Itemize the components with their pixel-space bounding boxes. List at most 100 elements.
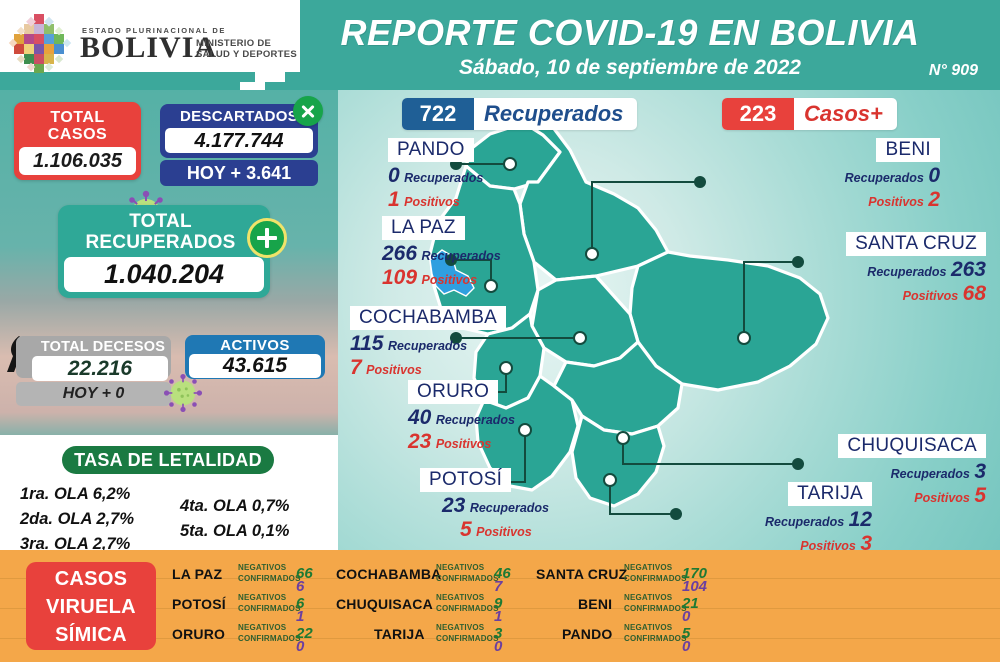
dept-recuperados-value: 23: [442, 494, 466, 517]
dept-recuperados-value: 0: [388, 164, 400, 187]
viruela-confirmados-value: 0: [682, 638, 691, 655]
total-decesos-value: 22.216: [32, 356, 168, 381]
dept-recuperados-label: Recuperados: [421, 249, 501, 263]
dept-label-potosi: POTOSÍ 23 Recuperados 5 Positivos: [420, 468, 549, 543]
dept-row-recuperados: 266 Recuperados: [382, 243, 501, 267]
total-recuperados-label-line1: TOTAL: [129, 211, 192, 232]
left-stats-panel: TOTAL CASOS 1.106.035: [0, 90, 338, 640]
dept-row-positivos: 5 Positivos: [442, 519, 549, 543]
dept-name: SANTA CRUZ: [846, 232, 986, 256]
viruela-negativos-value: 6: [296, 595, 305, 612]
dept-positivos-value: 5: [974, 484, 986, 507]
dept-recuperados-label: Recuperados: [469, 501, 550, 515]
viruela-confirmados-value: 7: [494, 578, 503, 595]
dept-recuperados-label: Recuperados: [764, 515, 845, 529]
viruela-title-line1: CASOS: [54, 568, 128, 590]
dept-name: TARIJA: [788, 482, 872, 506]
dept-row-recuperados: 40 Recuperados: [408, 407, 515, 431]
descartados-value: 4.177.744: [164, 127, 314, 154]
dept-label-pando: PANDO 0 Recuperados 1 Positivos: [388, 138, 483, 213]
dept-recuperados-value: 3: [974, 460, 986, 483]
viruela-confirmados-label: CONFIRMADOS: [238, 634, 301, 643]
dept-positivos-label: Positivos: [404, 195, 460, 209]
dept-positivos-label: Positivos: [366, 363, 422, 377]
viruela-title-line2: VIRUELA: [46, 596, 136, 618]
total-casos-card: TOTAL CASOS 1.106.035: [14, 102, 141, 180]
virus-icon-activos: [160, 370, 206, 416]
dept-row-recuperados: 115 Recuperados: [350, 333, 506, 357]
banner-casos: 223 Casos+: [722, 98, 897, 130]
ola-item: 5ta. OLA 0,1%: [180, 522, 290, 540]
viruela-confirmados-value: 1: [296, 608, 305, 625]
dept-row-recuperados: Recuperados 0: [710, 165, 940, 189]
viruela-negativos-label: NEGATIVOS: [238, 593, 287, 602]
activos-card: ACTIVOS 43.615: [185, 335, 325, 379]
header-step-1: [270, 60, 300, 72]
viruela-dept-name: COCHABAMBA: [336, 566, 442, 582]
state-line: ESTADO PLURINACIONAL DE: [82, 26, 227, 35]
letalidad-right-column: 4ta. OLA 0,7% 5ta. OLA 0,1%: [180, 494, 289, 544]
viruela-confirmados-label: CONFIRMADOS: [238, 574, 301, 583]
dept-row-recuperados: 23 Recuperados: [442, 495, 549, 519]
dept-row-positivos: Positivos 68: [750, 283, 986, 307]
dept-name: PANDO: [388, 138, 474, 162]
dept-positivos-value: 68: [962, 282, 986, 305]
viruela-negativos-label: NEGATIVOS: [436, 593, 485, 602]
ola-item: 1ra. OLA 6,2%: [20, 485, 131, 503]
country-name: BOLIVIA: [80, 31, 218, 64]
dept-row-positivos: 23 Positivos: [408, 431, 515, 455]
dept-recuperados-label: Recuperados: [435, 413, 516, 427]
viruela-confirmados-value: 0: [494, 638, 503, 655]
dept-recuperados-value: 266: [382, 242, 418, 265]
tasa-letalidad-title: TASA DE LETALIDAD: [62, 446, 274, 474]
dept-positivos-value: 3: [860, 532, 872, 555]
dept-row-recuperados: Recuperados 3: [742, 461, 986, 485]
viruela-dept-name: SANTA CRUZ: [536, 566, 628, 582]
descartados-card: DESCARTADOS 4.177.744: [160, 104, 318, 158]
viruela-dept-name: TARIJA: [374, 626, 425, 642]
total-casos-label: TOTAL CASOS: [14, 109, 141, 143]
total-recuperados-card: TOTAL RECUPERADOS 1.040.204: [58, 205, 270, 298]
viruela-confirmados-value: 1: [494, 608, 503, 625]
viruela-dept-name: BENI: [578, 596, 613, 612]
viruela-negativos-label: NEGATIVOS: [624, 593, 673, 602]
dept-recuperados-value: 40: [408, 406, 432, 429]
total-decesos-label: TOTAL DECESOS: [40, 339, 166, 355]
viruela-negativos-label: NEGATIVOS: [436, 623, 485, 632]
dept-positivos-label: Positivos: [868, 195, 924, 209]
viruela-confirmados-label: CONFIRMADOS: [436, 574, 499, 583]
viruela-negativos-value: 3: [494, 625, 503, 642]
banner-recuperados-count: 722: [402, 98, 474, 130]
viruela-confirmados-value: 0: [682, 608, 691, 625]
dept-positivos-value: 23: [408, 430, 432, 453]
viruela-negativos-value: 46: [494, 565, 511, 582]
header-step-2: [255, 72, 285, 82]
dept-label-cochabamba: COCHABAMBA 115 Recuperados 7 Positivos: [350, 306, 507, 381]
dept-recuperados-value: 115: [350, 332, 384, 355]
dept-positivos-label: Positivos: [476, 525, 532, 539]
banner-recuperados: 722 Recuperados: [402, 98, 638, 130]
dept-row-positivos: 7 Positivos: [350, 357, 506, 381]
dept-row-positivos: 109 Positivos: [382, 267, 501, 291]
decesos-hoy: HOY + 0: [16, 382, 171, 406]
total-decesos-card: TOTAL DECESOS 22.216: [16, 336, 171, 381]
dept-row-positivos: 1 Positivos: [388, 189, 483, 213]
map-area: 722 Recuperados 223 Casos+ PANDO 0 Recup…: [338, 90, 1000, 554]
ola-item: 2da. OLA 2,7%: [20, 510, 135, 528]
ministry-name: MINISTERIO DE SALUD Y DEPORTES: [196, 38, 297, 60]
dept-positivos-value: 1: [388, 188, 400, 211]
dept-label-beni: BENI Recuperados 0 Positivos 2: [710, 138, 940, 213]
dept-positivos-label: Positivos: [421, 273, 478, 287]
viruela-confirmados-value: 104: [682, 578, 708, 595]
viruela-dept-name: LA PAZ: [172, 566, 223, 582]
banner-casos-label: Casos+: [804, 101, 883, 126]
dept-row-positivos: Positivos 2: [710, 189, 940, 213]
viruela-simica-band: CASOS VIRUELA SÍMICA LA PAZ NEGATIVOS CO…: [0, 550, 1000, 662]
viruela-negativos-value: 66: [296, 565, 313, 582]
viruela-negativos-label: NEGATIVOS: [624, 563, 673, 572]
letalidad-left-column: 1ra. OLA 6,2% 2da. OLA 2,7% 3ra. OLA 2,7…: [20, 482, 134, 557]
report-number: N° 909: [928, 62, 978, 79]
viruela-negativos-value: 170: [682, 565, 708, 582]
dept-recuperados-label: Recuperados: [844, 171, 924, 185]
dept-label-lapaz: LA PAZ 266 Recuperados 109 Positivos: [382, 216, 501, 291]
